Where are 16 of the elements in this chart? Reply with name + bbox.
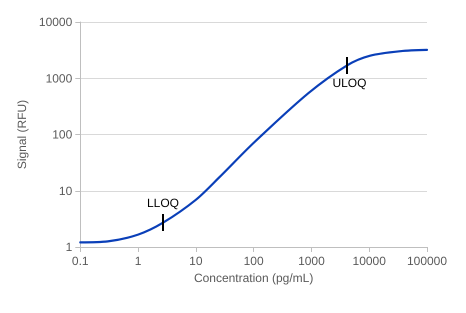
x-axis-title: Concentration (pg/mL) xyxy=(194,270,314,285)
x-tick-label: 1 xyxy=(134,254,142,268)
annotation: LLOQ xyxy=(146,196,179,210)
y-tick-label: 10000 xyxy=(38,15,73,29)
x-tick-label: 100 xyxy=(244,254,264,268)
y-axis-title: Signal (RFU) xyxy=(15,100,29,170)
y-tick-label: 10 xyxy=(58,184,73,198)
y-tick-label: 100 xyxy=(52,128,73,142)
annotation: ULOQ xyxy=(332,76,366,90)
x-tick-label: 0.1 xyxy=(72,254,89,268)
x-tick-label: 10000 xyxy=(352,254,386,268)
x-tick-label: 10 xyxy=(189,254,203,268)
x-tick-label: 100000 xyxy=(406,254,448,268)
y-tick-label: 1000 xyxy=(46,71,73,86)
y-tick-label: 1 xyxy=(66,240,73,254)
x-tick-label: 1000 xyxy=(298,254,326,268)
